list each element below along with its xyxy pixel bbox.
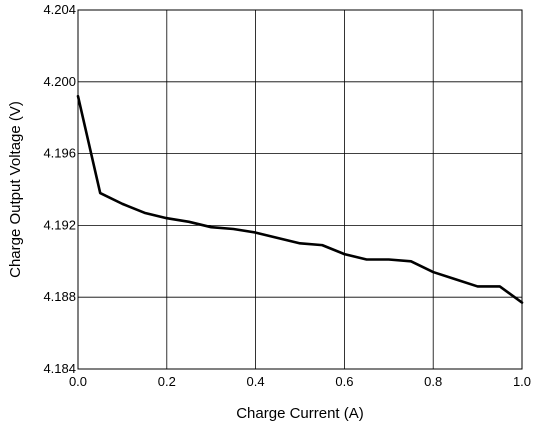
y-tick-label: 4.204 <box>43 2 76 17</box>
x-tick-label: 0.8 <box>424 374 442 389</box>
series <box>76 94 524 304</box>
x-tick-label: 0.6 <box>335 374 353 389</box>
grid <box>78 10 522 369</box>
x-tick-label: 0.4 <box>247 374 265 389</box>
y-tick-label: 4.188 <box>43 289 76 304</box>
x-tick-label: 0.0 <box>69 374 87 389</box>
y-axis-title: Charge Output Voltage (V) <box>7 101 24 278</box>
plot-area <box>77 9 523 370</box>
y-tick-label: 4.184 <box>43 361 76 376</box>
ticks: 0.0 0.2 0.4 0.6 0.8 1.0 4.184 4.188 4.192 4.196 4.… <box>43 2 531 389</box>
x-tick-label: 0.2 <box>158 374 176 389</box>
series-line <box>76 94 524 304</box>
y-tick-label: 4.200 <box>43 74 76 89</box>
x-axis-title: Charge Current (A) <box>236 405 364 422</box>
y-tick-label: 4.196 <box>43 146 76 161</box>
x-tick-label: 1.0 <box>513 374 531 389</box>
y-tick-label: 4.192 <box>43 217 76 232</box>
